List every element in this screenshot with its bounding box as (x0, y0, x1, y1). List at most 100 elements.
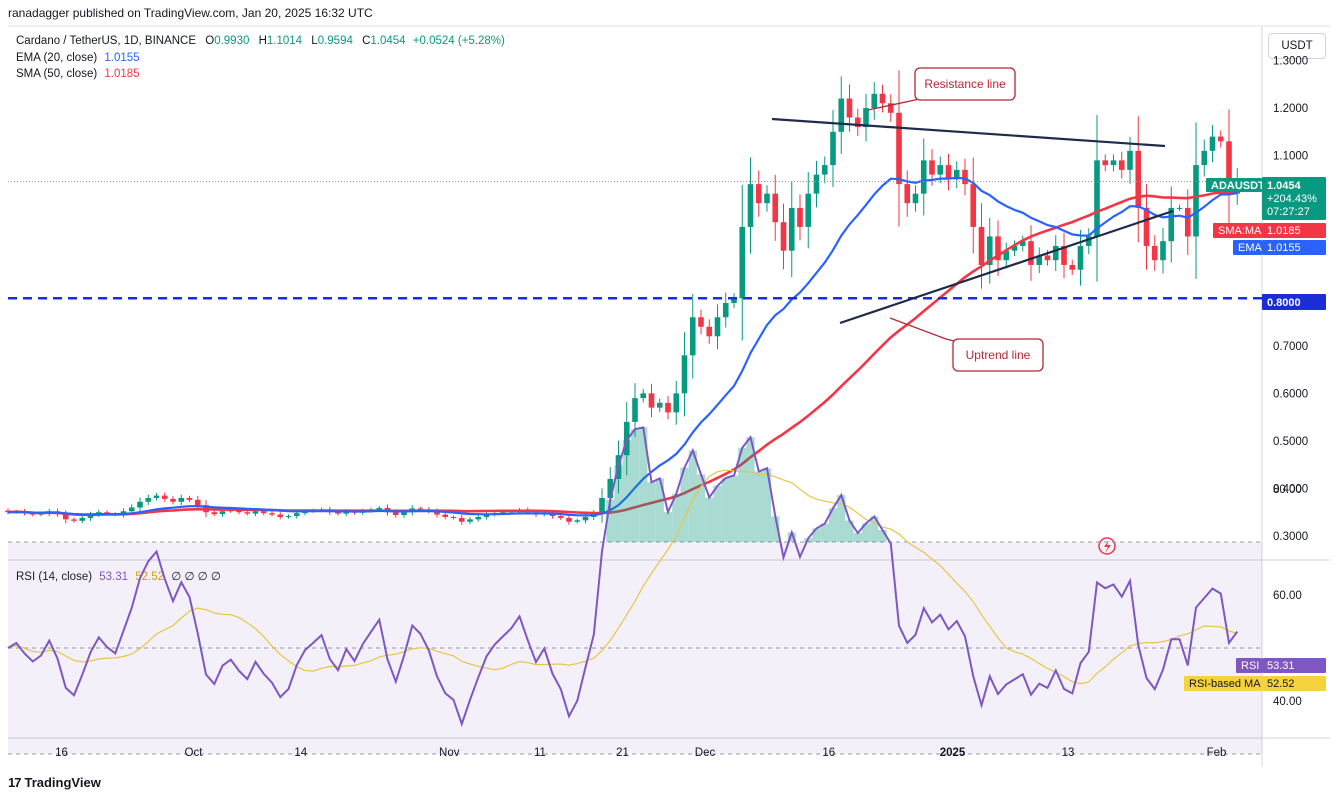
rsi-ma-name-tag-bg (1184, 676, 1262, 691)
candle (1135, 116, 1142, 243)
candle-body (689, 317, 696, 356)
last-price-tag-text: 07:27:27 (1267, 206, 1310, 218)
ema-name-tag-text: EMA (1238, 242, 1263, 254)
candle-body (145, 497, 152, 502)
candle-body (252, 511, 259, 514)
rsi-name-tag: RSI (1236, 658, 1262, 673)
candle (574, 518, 581, 524)
candle-body (830, 131, 836, 166)
rsi-legend-extra: ∅ ∅ ∅ ∅ (171, 571, 221, 583)
ema-value-tag-bg (1262, 240, 1326, 255)
candle (1102, 154, 1109, 172)
candle (805, 172, 812, 249)
candle-body (1061, 245, 1067, 265)
candle-body (607, 478, 614, 498)
candle-body (797, 207, 803, 227)
candle-body (838, 98, 845, 132)
time-tick-label: Dec (695, 747, 716, 759)
candle-body (450, 516, 457, 518)
candle-body (1094, 160, 1100, 237)
low-label: L (311, 35, 318, 47)
open-value: 0.9930 (214, 35, 250, 47)
candle (830, 109, 836, 188)
candle (475, 514, 482, 522)
candle (665, 395, 671, 420)
open-label: O (205, 35, 215, 47)
candle-body (236, 510, 242, 513)
candle (1160, 227, 1166, 274)
high-label: H (258, 35, 267, 47)
candle (186, 495, 193, 503)
candle-body (1184, 207, 1191, 237)
rsi-pane (7, 426, 1262, 755)
time-tick-label: 16 (822, 747, 835, 759)
rsi-value-tag-bg (1262, 658, 1326, 673)
tradingview-brand[interactable]: 17 TradingView (8, 775, 101, 790)
sma-legend[interactable]: SMA (50, close) 1.0185 (16, 68, 140, 80)
candle-body (186, 497, 193, 500)
candle (912, 185, 919, 212)
price-tick-label: 0.7000 (1273, 341, 1308, 353)
symbol-legend: Cardano / TetherUS, 1D, BINANCE O0.9930 … (16, 35, 505, 47)
high-value: 1.1014 (266, 35, 303, 47)
candle (673, 381, 680, 425)
candle (161, 492, 168, 502)
callout-label: Uptrend line (966, 348, 1031, 362)
candle (566, 514, 572, 525)
candle (863, 93, 869, 142)
candle-body (566, 517, 572, 522)
time-tick-label: 2025 (940, 747, 966, 759)
change-value: +0.0524 (+5.28%) (412, 35, 505, 47)
candle-body (87, 514, 94, 518)
candle (648, 383, 655, 418)
candle-body (293, 513, 300, 517)
candle (277, 512, 284, 520)
candle (178, 494, 185, 506)
ema-legend[interactable]: EMA (20, close) 1.0155 (16, 52, 140, 64)
low-value: 0.9594 (317, 35, 353, 47)
candle-body (178, 497, 185, 502)
candle-body (483, 514, 490, 517)
tradingview-logo-icon: 17 (8, 775, 22, 790)
time-tick-label: 11 (534, 747, 546, 759)
candle (945, 153, 952, 191)
level-tag-text: 0.8000 (1267, 297, 1301, 309)
candle (755, 170, 762, 217)
candle-body (681, 355, 688, 394)
candle-body (1118, 160, 1125, 170)
currency-button[interactable]: USDT (1268, 33, 1326, 59)
sma-name-tag: SMA:MA (1213, 223, 1262, 238)
candle-body (1226, 141, 1232, 194)
candle-body (986, 236, 993, 265)
rsi-tick-label: 80.00 (1273, 484, 1302, 496)
callout-box (952, 338, 1044, 372)
candle-body (153, 495, 160, 498)
price-tick-label: 0.4000 (1273, 483, 1308, 495)
candle (656, 398, 663, 413)
candle-body (772, 193, 779, 223)
candle-body (335, 512, 341, 514)
callout-box (914, 67, 1016, 101)
candle (1011, 240, 1018, 257)
price-tick-label: 0.5000 (1273, 436, 1308, 448)
symbol-tag-text: ADAUSDT (1211, 180, 1265, 192)
candle-body (640, 393, 647, 399)
candle-body (1044, 255, 1051, 261)
rsi-legend[interactable]: RSI (14, close) 53.31 52.52 ∅ ∅ ∅ ∅ (16, 569, 221, 583)
candle-body (582, 516, 589, 521)
candle (153, 493, 160, 501)
candle-body (970, 184, 977, 227)
symbol-tag-bg (1206, 178, 1262, 192)
rsi-name-tag-text: RSI (1241, 660, 1259, 672)
candle-body (79, 517, 86, 521)
candle (1094, 115, 1100, 282)
last-price-tag-bg (1262, 177, 1326, 220)
time-tick-label: Nov (439, 747, 460, 759)
candle-body (731, 298, 737, 304)
last-price-tag-text: 1.0454 (1267, 180, 1302, 192)
candle (244, 510, 251, 516)
uptrend-trendline (839, 209, 1174, 325)
candle (722, 292, 729, 328)
candle-body (285, 516, 292, 518)
